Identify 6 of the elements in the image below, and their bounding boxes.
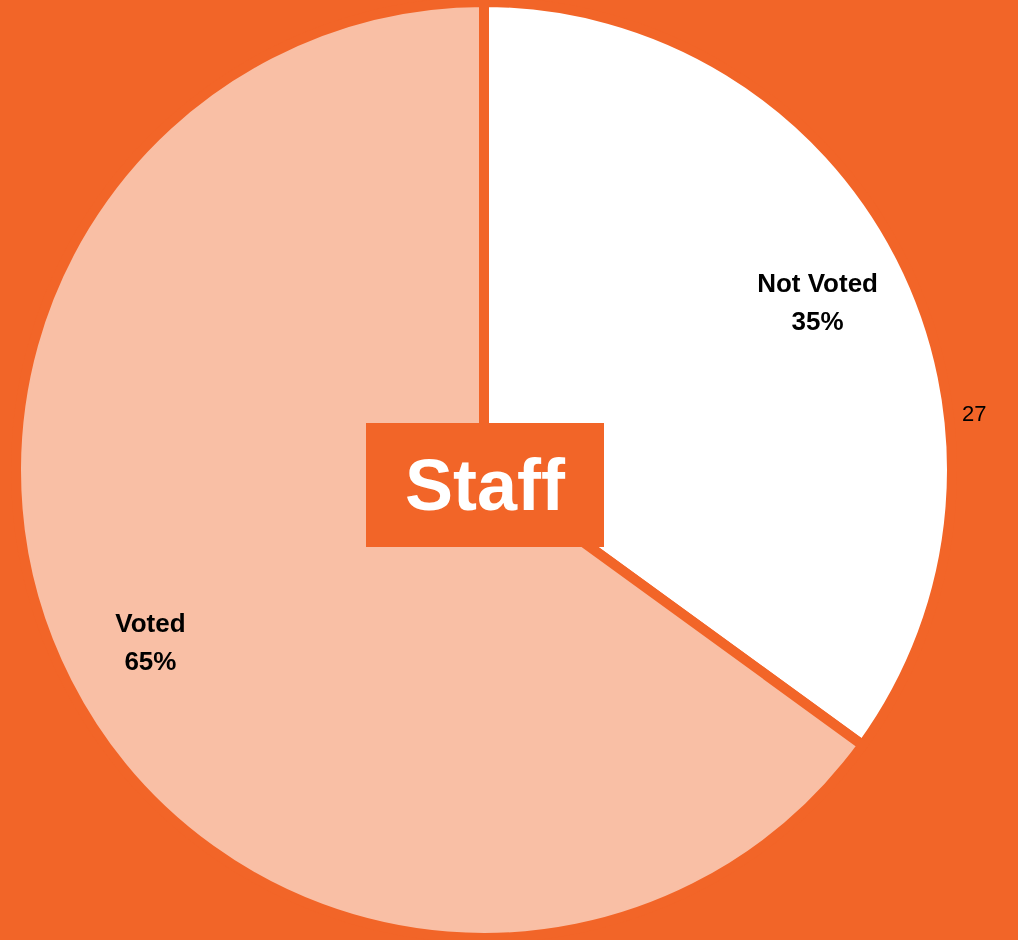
- text: Staff: [366, 423, 604, 547]
- text: 27: [962, 401, 987, 427]
- slice-label: Voted: [115, 607, 186, 638]
- data-label: 65%: [124, 645, 177, 676]
- slice-label: Not Voted: [757, 268, 879, 299]
- data-label: 35%: [791, 306, 844, 337]
